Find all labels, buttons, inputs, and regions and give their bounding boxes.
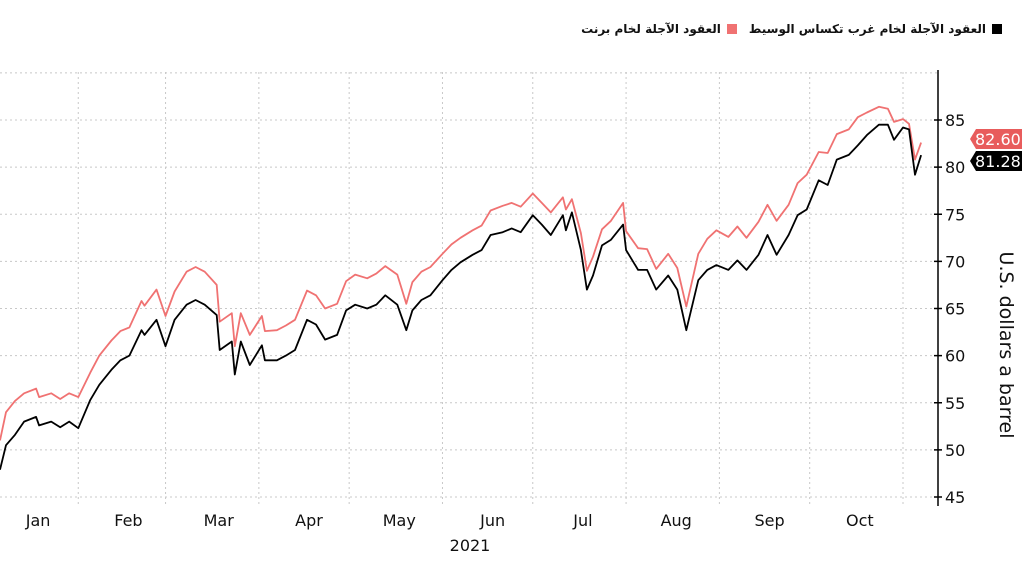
month-tick-label: Jul	[572, 511, 592, 530]
legend-swatch-wti	[992, 24, 1002, 34]
year-label: 2021	[450, 536, 491, 555]
month-tick-label: Apr	[295, 511, 323, 530]
month-tick-label: Sep	[754, 511, 784, 530]
last-value-tag-brent	[970, 129, 1022, 149]
gridlines	[0, 72, 938, 505]
y-axis: 45 50 55 60 65 70 75 80 85	[934, 70, 965, 507]
last-value-tags: 82.60 81.28	[970, 129, 1022, 171]
last-value-label-brent: 82.60	[975, 130, 1021, 149]
y-axis-title: U.S. dollars a barrel	[995, 252, 1017, 439]
month-tick-label: Jun	[479, 511, 505, 530]
y-tick-label: 65	[945, 300, 965, 319]
series-line-brent	[0, 105, 922, 441]
y-tick-label: 60	[945, 347, 965, 366]
month-tick-label: Oct	[846, 511, 874, 530]
legend: العقود الآجلة لخام غرب تكساس الوسيط العق…	[581, 22, 1002, 36]
y-tick-label: 85	[945, 111, 965, 130]
month-tick-label: May	[383, 511, 416, 530]
y-tick-label: 70	[945, 252, 965, 271]
month-tick-label: Mar	[204, 511, 235, 530]
month-tick-label: Feb	[114, 511, 142, 530]
y-tick-label: 75	[945, 205, 965, 224]
series-line-wti	[0, 123, 922, 470]
y-tick-label: 45	[945, 488, 965, 507]
series-lines	[0, 105, 922, 470]
legend-swatch-brent	[726, 24, 737, 34]
x-axis: Jan Feb Mar Apr May Jun Jul Aug Sep Oct	[25, 511, 874, 530]
y-tick-label: 55	[945, 394, 965, 413]
legend-label-brent: العقود الآجلة لخام برنت	[581, 22, 721, 36]
y-tick-label: 80	[945, 158, 965, 177]
legend-label-wti: العقود الآجلة لخام غرب تكساس الوسيط	[748, 22, 986, 36]
y-tick-label: 50	[945, 441, 965, 460]
last-value-label-wti: 81.28	[975, 152, 1021, 171]
month-tick-label: Aug	[661, 511, 692, 530]
last-value-tag-wti	[970, 151, 1022, 171]
month-tick-label: Jan	[25, 511, 51, 530]
